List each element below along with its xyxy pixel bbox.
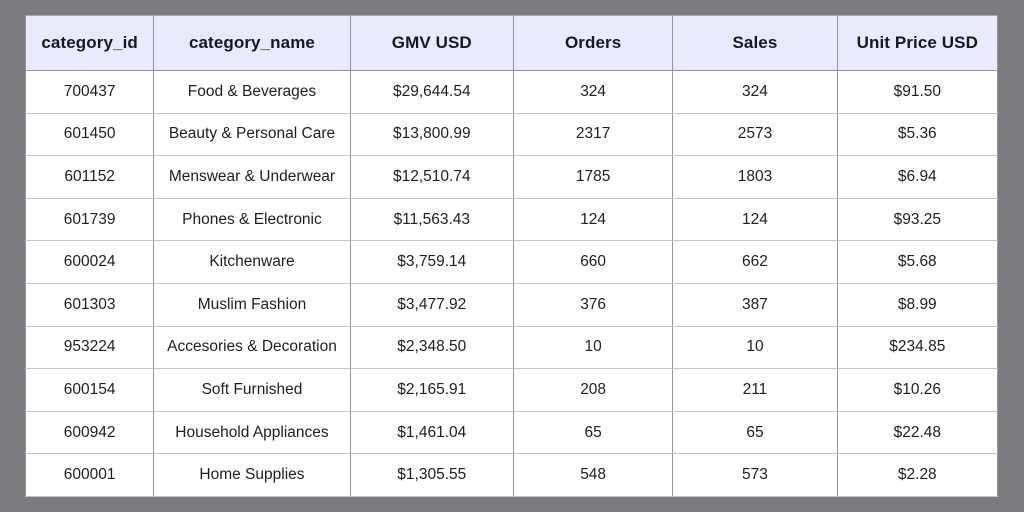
cell-unit-price-usd: $234.85 — [836, 325, 999, 370]
cell-gmv-usd: $2,348.50 — [349, 325, 514, 370]
table-header: category_id category_name GMV USD Orders Sal… — [24, 15, 999, 71]
column-header-category-name: category_name — [153, 15, 351, 71]
cell-category-id: 600024 — [24, 240, 155, 284]
table-row: 601152 Menswear & Underwear $12,510.74 1785… — [24, 155, 999, 199]
cell-category-name: Menswear & Underwear — [153, 155, 351, 199]
cell-unit-price-usd: $93.25 — [836, 197, 999, 242]
cell-sales: 2573 — [672, 112, 838, 157]
cell-orders: 124 — [512, 197, 674, 242]
table-row: 600154 Soft Furnished $2,165.91 208 211 $10.2… — [24, 368, 999, 412]
cell-gmv-usd: $2,165.91 — [349, 368, 514, 412]
cell-category-id: 601303 — [24, 282, 155, 327]
cell-orders: 10 — [512, 325, 674, 370]
cell-orders: 2317 — [512, 112, 674, 157]
cell-gmv-usd: $3,477.92 — [349, 282, 514, 327]
cell-category-name: Phones & Electronic — [153, 197, 351, 242]
cell-unit-price-usd: $91.50 — [836, 70, 999, 114]
cell-sales: 662 — [672, 240, 838, 284]
cell-gmv-usd: $1,461.04 — [349, 410, 514, 455]
cell-orders: 660 — [512, 240, 674, 284]
column-header-unit-price-usd: Unit Price USD — [836, 15, 999, 71]
cell-category-id: 601739 — [24, 197, 155, 242]
cell-unit-price-usd: $10.26 — [836, 368, 999, 412]
cell-category-name: Muslim Fashion — [153, 282, 351, 327]
cell-sales: 573 — [672, 453, 838, 497]
cell-category-name: Food & Beverages — [153, 70, 351, 114]
cell-sales: 211 — [672, 368, 838, 412]
cell-unit-price-usd: $8.99 — [836, 282, 999, 327]
column-header-category-id: category_id — [24, 15, 155, 71]
column-header-gmv-usd: GMV USD — [349, 15, 514, 71]
cell-unit-price-usd: $5.36 — [836, 112, 999, 157]
cell-orders: 548 — [512, 453, 674, 497]
cell-sales: 324 — [672, 70, 838, 114]
cell-unit-price-usd: $2.28 — [836, 453, 999, 497]
table-body: 700437 Food & Beverages $29,644.54 324 324 $9… — [24, 70, 999, 497]
table-header-row: category_id category_name GMV USD Orders Sal… — [24, 15, 999, 71]
table-row: 601450 Beauty & Personal Care $13,800.99 23… — [24, 112, 999, 157]
column-header-sales: Sales — [672, 15, 838, 71]
cell-category-name: Home Supplies — [153, 453, 351, 497]
cell-category-id: 953224 — [24, 325, 155, 370]
table-row: 600942 Household Appliances $1,461.04 65 65 $… — [24, 410, 999, 455]
cell-gmv-usd: $11,563.43 — [349, 197, 514, 242]
cell-sales: 1803 — [672, 155, 838, 199]
table-row: 601303 Muslim Fashion $3,477.92 376 387 $8.99 — [24, 282, 999, 327]
category-sales-table: category_id category_name GMV USD Orders Sal… — [24, 15, 999, 497]
cell-orders: 1785 — [512, 155, 674, 199]
cell-category-name: Household Appliances — [153, 410, 351, 455]
column-header-orders: Orders — [512, 15, 674, 71]
cell-sales: 65 — [672, 410, 838, 455]
cell-sales: 124 — [672, 197, 838, 242]
cell-orders: 65 — [512, 410, 674, 455]
cell-category-name: Soft Furnished — [153, 368, 351, 412]
cell-category-name: Beauty & Personal Care — [153, 112, 351, 157]
cell-orders: 208 — [512, 368, 674, 412]
cell-category-id: 600001 — [24, 453, 155, 497]
cell-category-name: Accesories & Decoration — [153, 325, 351, 370]
table-row: 600001 Home Supplies $1,305.55 548 573 $2.28 — [24, 453, 999, 497]
table-row: 953224 Accesories & Decoration $2,348.50 10… — [24, 325, 999, 370]
cell-category-id: 601152 — [24, 155, 155, 199]
table-row: 601739 Phones & Electronic $11,563.43 124 12… — [24, 197, 999, 242]
cell-orders: 376 — [512, 282, 674, 327]
cell-unit-price-usd: $22.48 — [836, 410, 999, 455]
cell-gmv-usd: $12,510.74 — [349, 155, 514, 199]
cell-sales: 10 — [672, 325, 838, 370]
cell-category-id: 600154 — [24, 368, 155, 412]
cell-gmv-usd: $1,305.55 — [349, 453, 514, 497]
cell-gmv-usd: $3,759.14 — [349, 240, 514, 284]
cell-unit-price-usd: $5.68 — [836, 240, 999, 284]
cell-category-name: Kitchenware — [153, 240, 351, 284]
cell-category-id: 700437 — [24, 70, 155, 114]
cell-category-id: 601450 — [24, 112, 155, 157]
table-row: 700437 Food & Beverages $29,644.54 324 324 $9… — [24, 70, 999, 114]
cell-gmv-usd: $13,800.99 — [349, 112, 514, 157]
cell-sales: 387 — [672, 282, 838, 327]
table-row: 600024 Kitchenware $3,759.14 660 662 $5.68 — [24, 240, 999, 284]
cell-gmv-usd: $29,644.54 — [349, 70, 514, 114]
cell-orders: 324 — [512, 70, 674, 114]
cell-unit-price-usd: $6.94 — [836, 155, 999, 199]
cell-category-id: 600942 — [24, 410, 155, 455]
